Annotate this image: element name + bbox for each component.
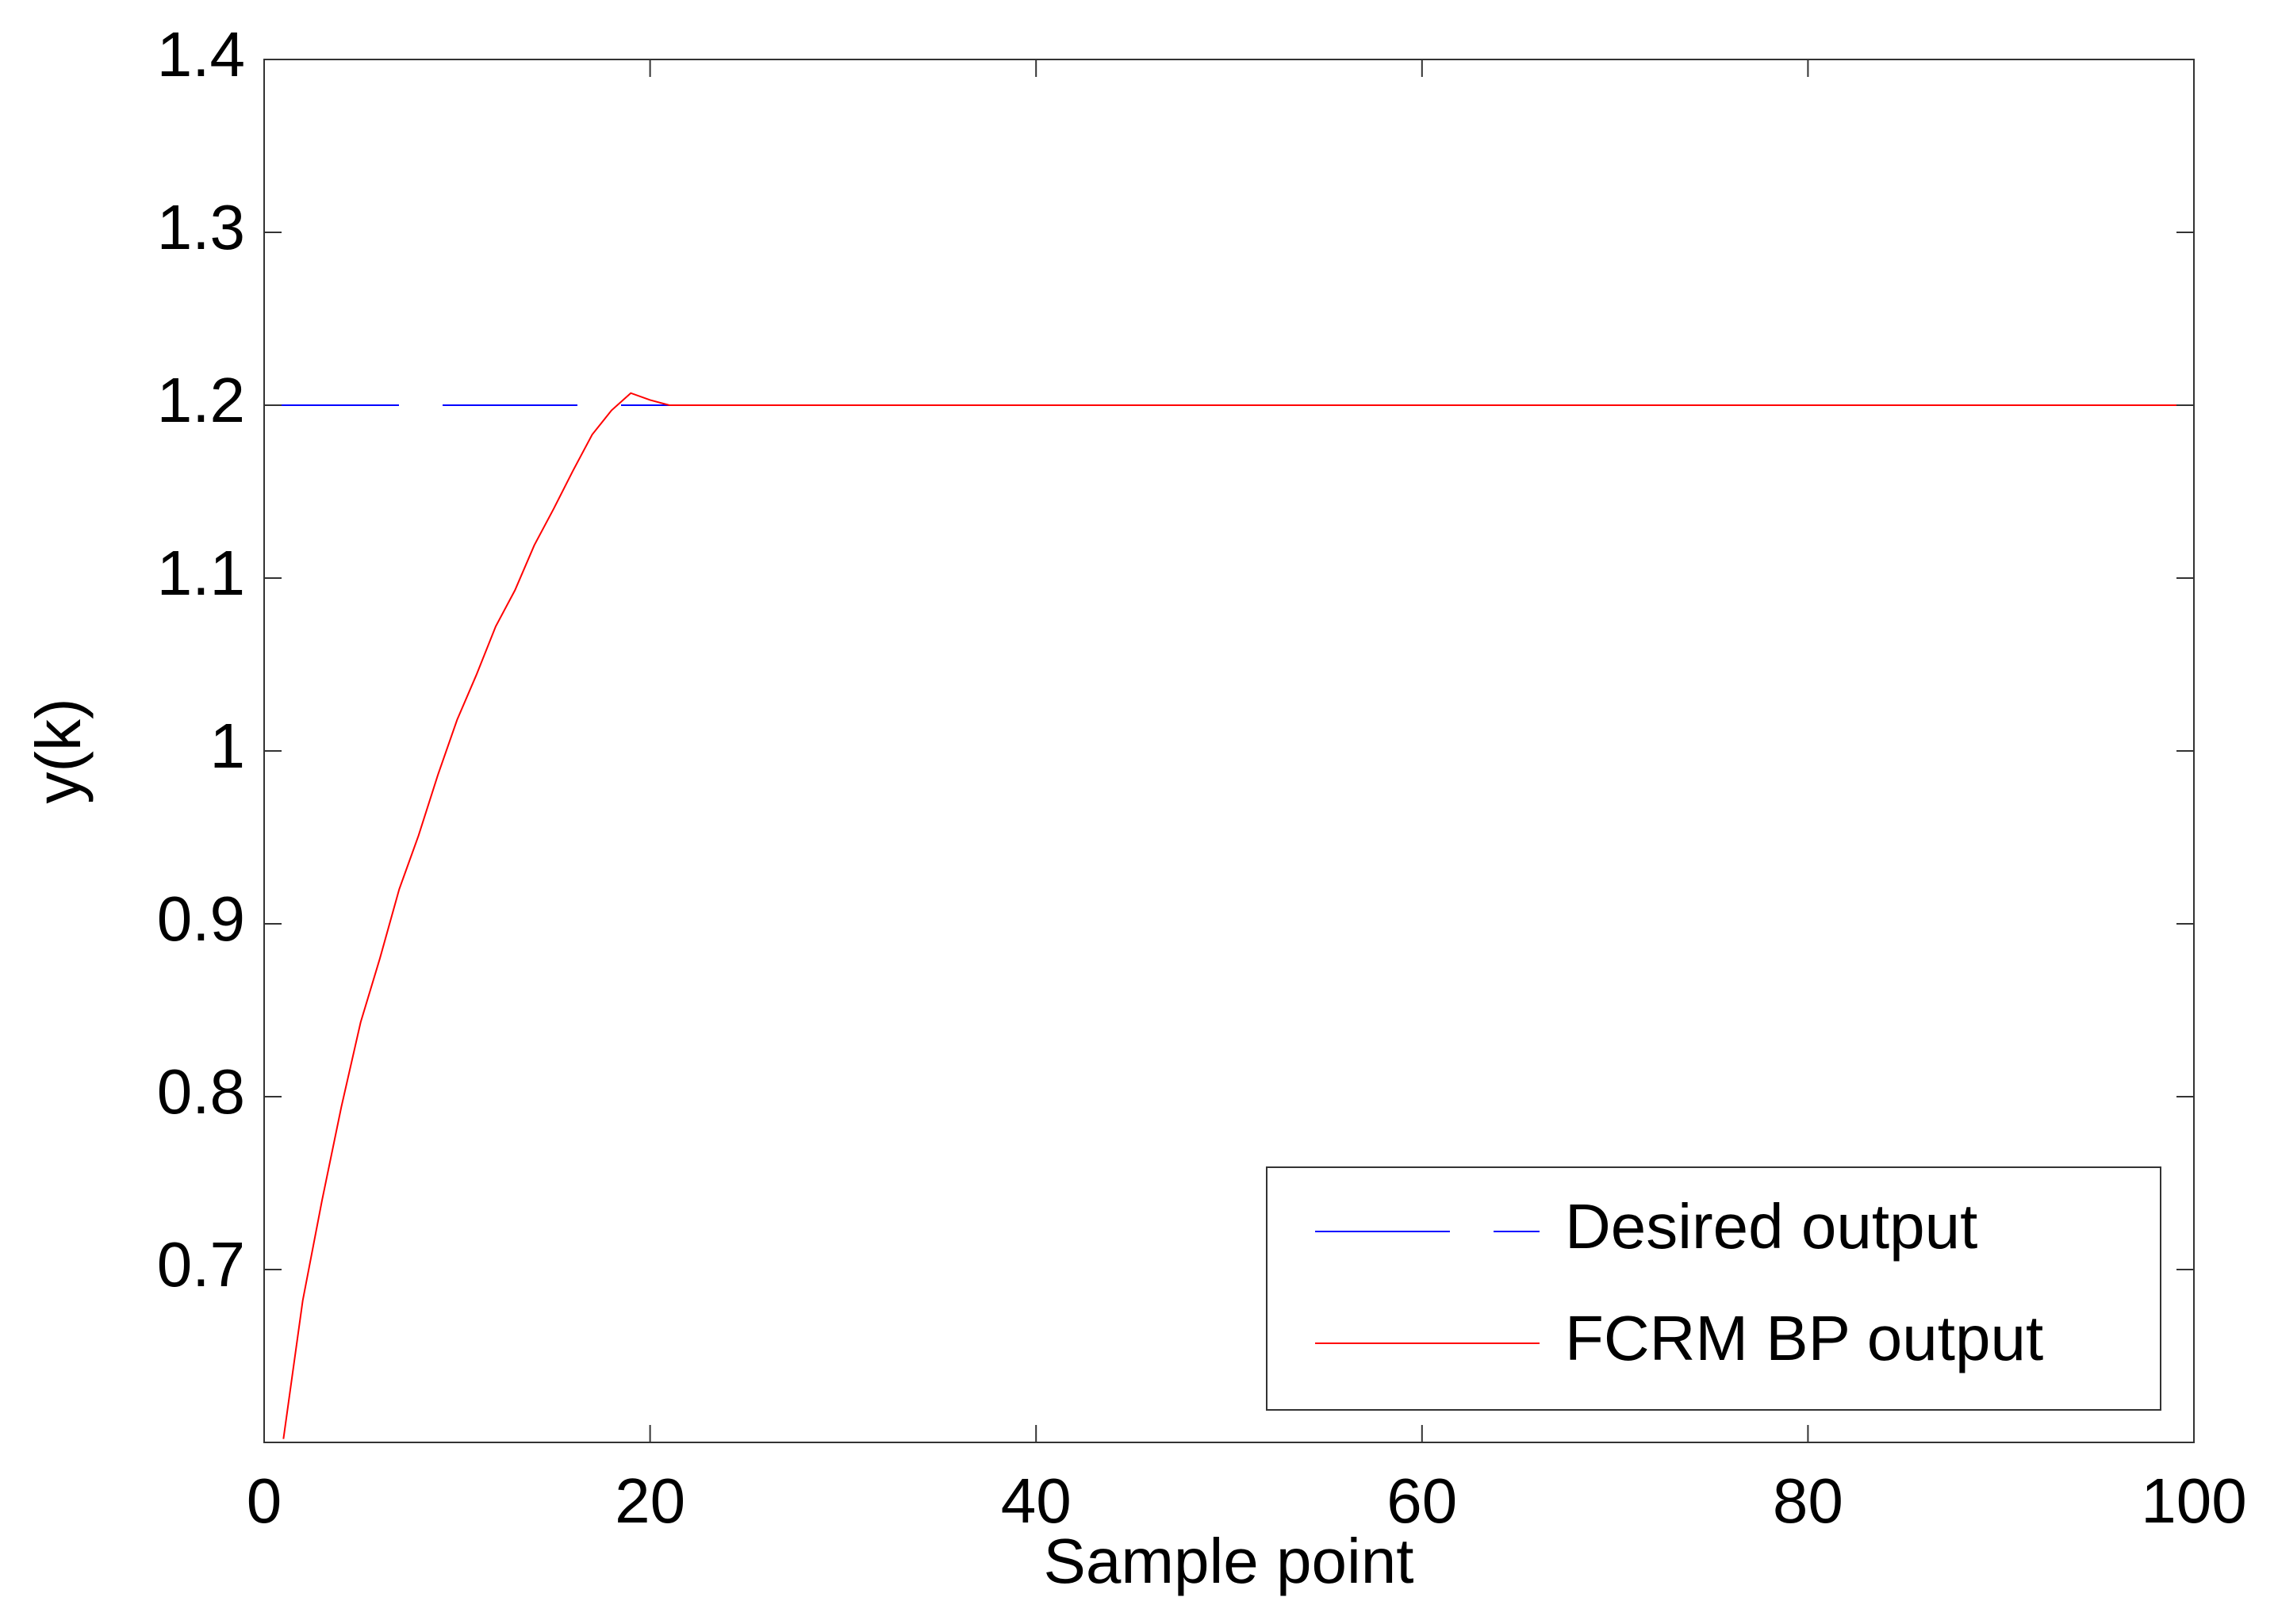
x-tick-label: 100 (2141, 1465, 2246, 1536)
y-tick-label: 0.9 (157, 883, 245, 954)
y-tick-label: 0.8 (157, 1056, 245, 1127)
y-tick-label: 1.2 (157, 365, 245, 435)
x-tick-label: 80 (1773, 1465, 1843, 1536)
y-tick-label: 1.1 (157, 538, 245, 608)
plot-area (264, 392, 2194, 1439)
y-tick-label: 1.3 (157, 192, 245, 262)
y-tick-label: 1 (210, 710, 246, 781)
legend-label: Desired output (1565, 1191, 1977, 1262)
x-tick-label: 0 (247, 1465, 282, 1536)
y-tick-label: 1.4 (157, 19, 245, 90)
x-tick-label: 40 (1001, 1465, 1072, 1536)
y-axis-label: y(k) (23, 698, 94, 803)
y-tick-label: 0.7 (157, 1229, 245, 1300)
legend-label: FCRM BP output (1565, 1303, 2043, 1373)
data-line (282, 392, 2194, 1439)
legend (1266, 1166, 2161, 1411)
x-axis-label: Sample point (1044, 1526, 1414, 1596)
x-tick-label: 60 (1386, 1465, 1457, 1536)
x-tick-label: 20 (615, 1465, 685, 1536)
